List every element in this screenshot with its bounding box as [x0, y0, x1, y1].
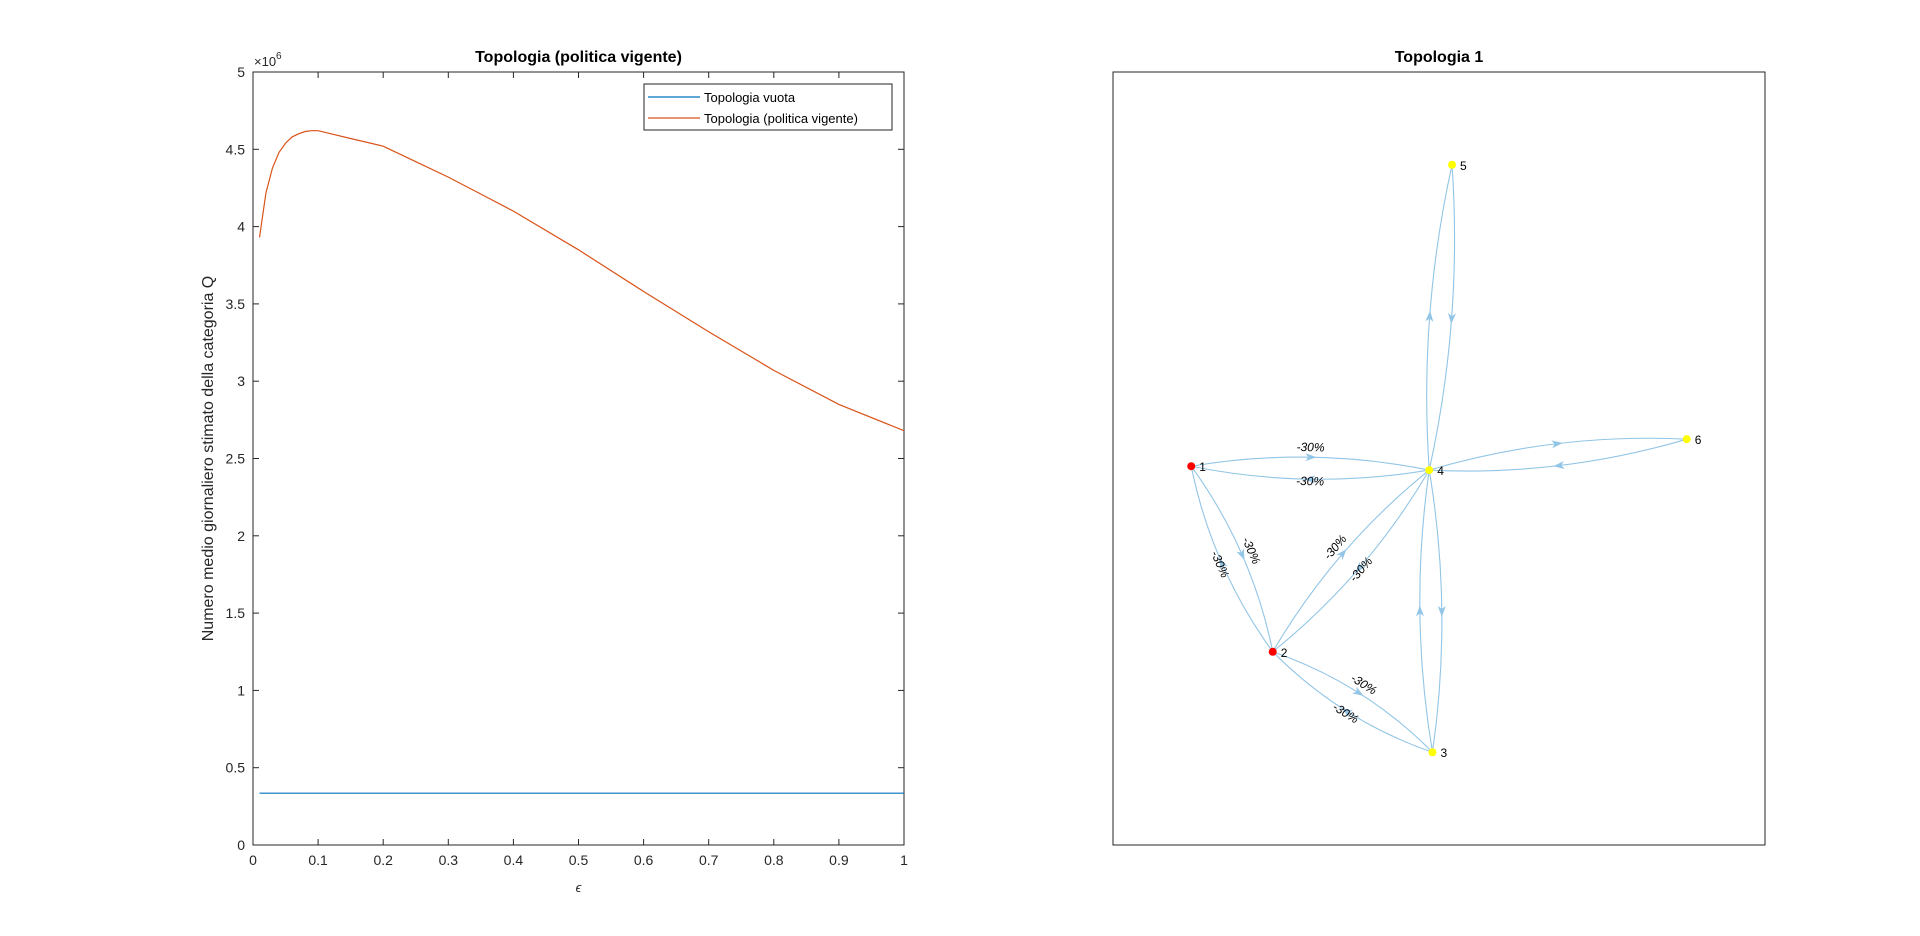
graph-node-2 [1268, 647, 1277, 656]
legend-label-topologia-politica-vigente: Topologia (politica vigente) [704, 111, 858, 126]
graph-edge-arrow [1447, 312, 1456, 325]
y-tick-label: 0 [237, 837, 245, 853]
graph-node-6 [1682, 435, 1691, 444]
graph-edge-arrow [1425, 310, 1434, 322]
x-tick-label: 0.8 [764, 852, 784, 868]
graph-node-5 [1448, 160, 1457, 169]
y-tick-label: 0.5 [226, 760, 246, 776]
legend: Topologia vuota Topologia (politica vige… [643, 83, 893, 131]
x-axis-label: ϵ [576, 880, 582, 895]
graph-edge-arrow [1219, 557, 1228, 570]
x-tick-label: 0.7 [699, 852, 719, 868]
graph-title: Topologia 1 [1395, 49, 1484, 66]
x-tick-label: 0.3 [439, 852, 459, 868]
y-exponent-base: ×10 [254, 54, 276, 69]
series-line-topologia-politica-vigente [258, 130, 905, 432]
y-tick-label: 4.5 [226, 141, 246, 157]
y-axis-label: Numero medio giornaliero stimato della c… [200, 276, 217, 642]
graph-edge-arrow [1355, 561, 1366, 573]
x-tick-label: 0.5 [569, 852, 589, 868]
x-tick-label: 0.6 [634, 852, 654, 868]
graph-node-label: 6 [1695, 433, 1702, 447]
graph-edge-arrow [1236, 548, 1245, 561]
graph-edge-arrow [1336, 549, 1347, 561]
graph-node-label: 1 [1199, 460, 1206, 474]
graph-edge-label: -30% [1296, 474, 1325, 488]
line-chart-axes-box [252, 71, 905, 846]
y-tick-label: 3.5 [226, 296, 246, 312]
graph-node-label: 5 [1460, 159, 1467, 173]
legend-label-topologia-vuota: Topologia vuota [704, 90, 796, 105]
graph-node-1 [1187, 462, 1196, 471]
legend-box [643, 83, 893, 131]
graph-edge-arrow [1305, 453, 1317, 462]
graph-node-3 [1428, 748, 1437, 757]
y-tick-label: 4 [237, 219, 245, 235]
line-chart: Topologia (politica vigente) 0 0.1 0.2 0.3 0… [200, 49, 908, 895]
y-tick-label: 1.5 [226, 605, 246, 621]
graph-edge-arrow [1352, 686, 1364, 696]
graph-node-label: 3 [1440, 746, 1447, 760]
graph-nodes: 1 2 3 4 5 6 [1187, 159, 1702, 760]
line-chart-ticks: 0 0.1 0.2 0.3 0.4 0.5 0.6 0.7 0.8 0.9 1 0 0.5 1 1.5 2 2.… [226, 64, 909, 868]
x-tick-label: 1 [900, 852, 908, 868]
y-tick-label: 2.5 [226, 451, 246, 467]
y-tick-label: 3 [237, 373, 245, 389]
line-chart-title: Topologia (politica vigente) [475, 49, 682, 66]
graph-node-label: 4 [1437, 464, 1444, 478]
graph-edge-label: -30% [1296, 440, 1325, 454]
x-tick-label: 0.2 [373, 852, 393, 868]
graph-chart: Topologia 1 -30%-30%-30%-30%-30%-30%-30%… [1112, 49, 1766, 846]
graph-edge-arrow [1553, 461, 1565, 469]
line-chart-series [258, 130, 905, 794]
y-exponent-power: 6 [276, 51, 282, 62]
x-tick-label: 0.1 [308, 852, 328, 868]
graph-node-label: 2 [1281, 646, 1288, 660]
y-tick-label: 1 [237, 682, 245, 698]
graph-edge-arrow [1341, 708, 1354, 718]
graph-node-4 [1425, 466, 1434, 475]
x-tick-label: 0.4 [504, 852, 524, 868]
graph-edge-arrow [1551, 440, 1563, 449]
x-tick-label: 0 [249, 852, 257, 868]
y-tick-label: 2 [237, 528, 245, 544]
graph-edge-arrow [1304, 475, 1316, 484]
graph-edge-arrow [1437, 605, 1446, 617]
x-tick-label: 0.9 [829, 852, 849, 868]
y-tick-label: 5 [237, 64, 245, 80]
graph-axes-box [1112, 71, 1766, 846]
graph-edge-arrow [1415, 605, 1424, 617]
